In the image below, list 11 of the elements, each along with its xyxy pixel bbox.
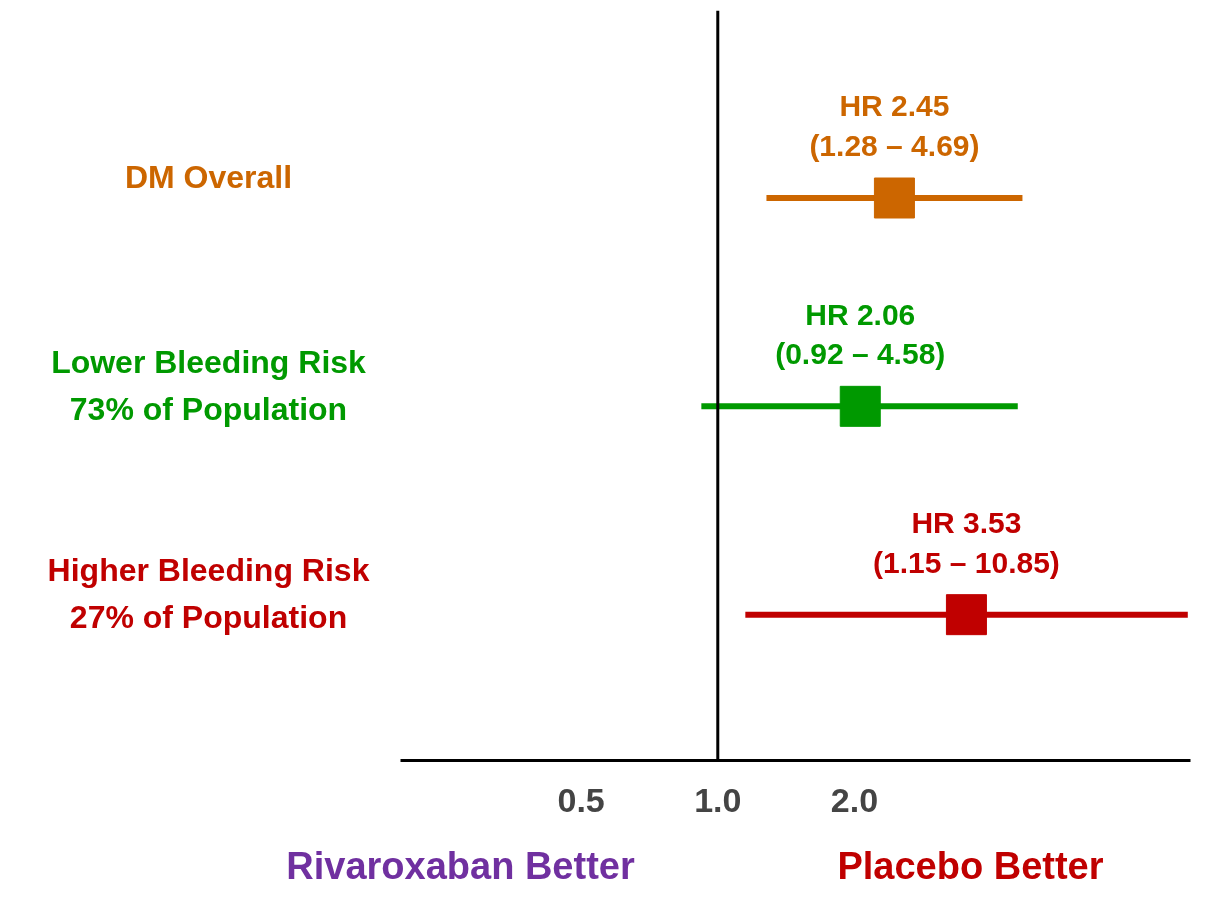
y-tick-label: DM Overall <box>124 159 293 196</box>
y-tick-label: Higher Bleeding Risk 27% of Population <box>47 552 370 636</box>
data-label: HR 3.53 (1.15 – 10.85) <box>873 506 1060 579</box>
text: Rivaroxaban Better <box>286 844 635 887</box>
x-tick-label: 2.0 <box>830 780 879 819</box>
x-tick-label: 1.0 <box>694 780 742 819</box>
data-label: HR 2.06 (0.92 – 4.58) <box>775 297 946 371</box>
text: Placebo Better <box>837 844 1104 887</box>
x-tick-label: 0.5 <box>557 780 605 819</box>
y-tick-label: Lower Bleeding Risk 73% of Population <box>51 344 367 427</box>
data-label: HR 2.45 (1.28 – 4.69) <box>809 89 980 162</box>
